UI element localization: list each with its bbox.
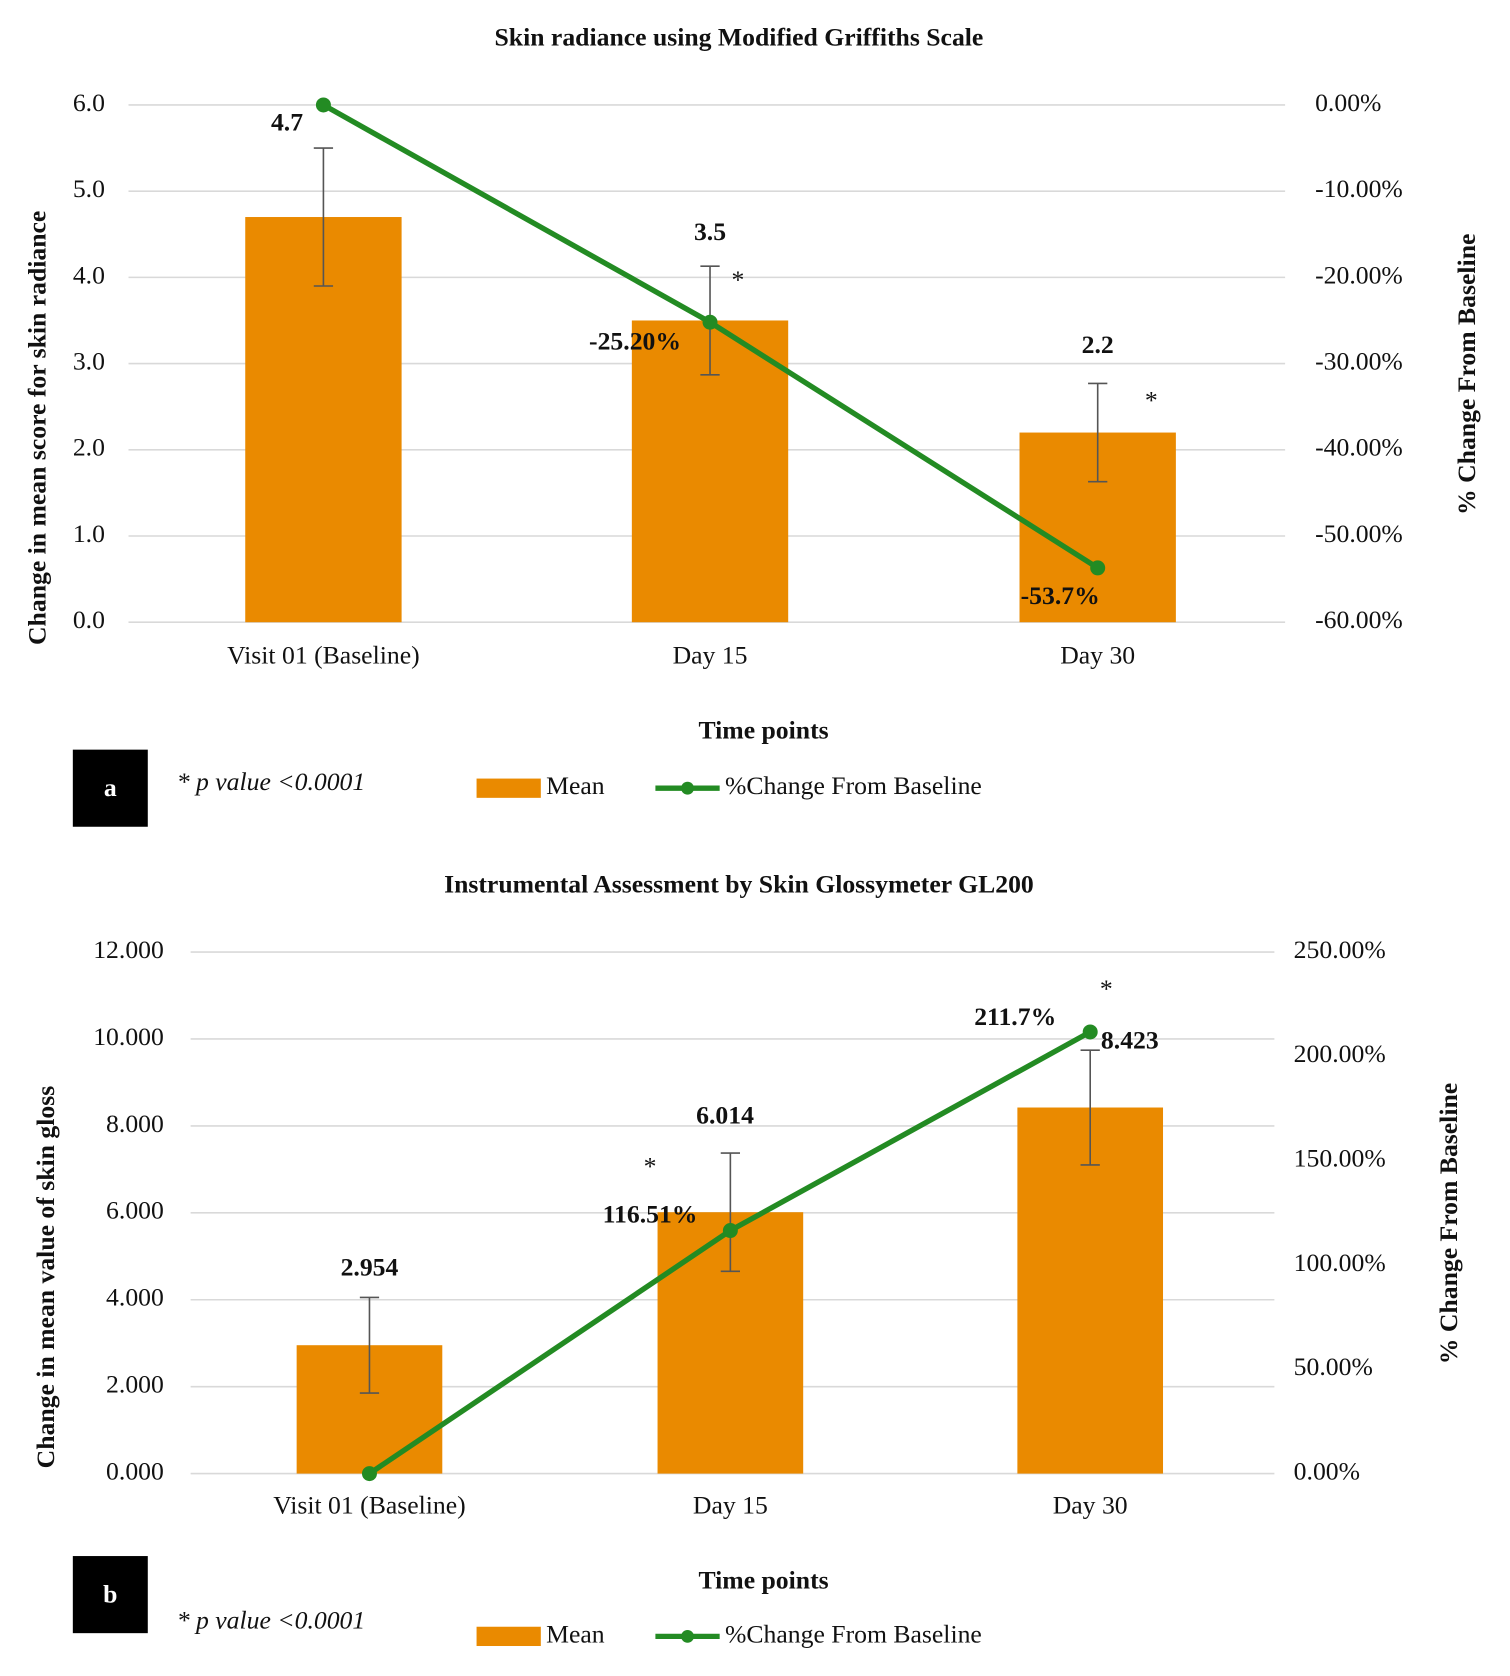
line-point	[1082, 1024, 1098, 1040]
data-label: 2.2	[1082, 330, 1114, 359]
y2-axis-title: % Change From Baseline	[1452, 234, 1481, 515]
legend-swatch	[476, 1626, 541, 1647]
legend-marker	[681, 1629, 694, 1643]
line-label: -25.20%	[589, 327, 681, 356]
data-label: 6.014	[696, 1101, 754, 1130]
y-tick-label: 6.000	[106, 1196, 164, 1225]
y2-tick-label: -10.00%	[1315, 174, 1403, 203]
line-point	[722, 1223, 738, 1239]
significance-mark: *	[1100, 974, 1113, 1003]
panel-box	[72, 1556, 148, 1634]
y-tick-label: 2.000	[106, 1370, 164, 1399]
x-axis-title: Time points	[698, 715, 828, 744]
note: * p value <0.0001	[177, 767, 366, 796]
significance-mark: *	[644, 1151, 657, 1180]
y2-tick-label: -60.00%	[1315, 605, 1403, 634]
y-tick-label: 0.0	[73, 605, 105, 634]
x-axis-title: Time points	[698, 1566, 828, 1595]
x-tick-label: Visit 01 (Baseline)	[227, 640, 420, 669]
y-tick-label: 2.0	[73, 433, 105, 462]
y2-tick-label: 150.00%	[1294, 1144, 1386, 1173]
note: * p value <0.0001	[177, 1605, 366, 1634]
y-tick-label: 1.0	[73, 519, 105, 548]
y-tick-label: 5.0	[73, 174, 105, 203]
line-label: 211.7%	[974, 1002, 1056, 1031]
bar	[1017, 1107, 1164, 1474]
error-bar	[313, 147, 334, 287]
line-point	[702, 314, 718, 330]
data-label: 4.7	[271, 107, 303, 136]
x-tick-label: Visit 01 (Baseline)	[273, 1491, 466, 1520]
y2-tick-label: 0.00%	[1315, 88, 1381, 117]
legend-swatch	[476, 778, 541, 798]
error-bar	[1080, 1049, 1100, 1166]
y-tick-label: 0.000	[106, 1456, 164, 1485]
line-label: -53.7%	[1021, 581, 1100, 610]
legend-label: %Change From Baseline	[725, 1619, 982, 1648]
y-tick-label: 6.0	[73, 88, 105, 117]
error-bar	[1088, 382, 1108, 483]
y2-tick-label: -30.00%	[1315, 346, 1403, 375]
chart-title: Instrumental Assessment by Skin Glossyme…	[444, 870, 1034, 899]
line-point	[361, 1466, 377, 1482]
x-tick-label: Day 30	[1060, 640, 1135, 669]
legend-label: %Change From Baseline	[725, 771, 982, 800]
error-bar	[359, 1296, 380, 1394]
x-tick-label: Day 30	[1053, 1491, 1128, 1520]
line-point	[315, 97, 331, 113]
legend-label: Mean	[546, 1619, 605, 1648]
y-tick-label: 4.000	[106, 1283, 164, 1312]
y-tick-label: 10.000	[93, 1022, 164, 1051]
chart-title: Skin radiance using Modified Griffiths S…	[495, 23, 984, 52]
x-tick-label: Day 15	[673, 640, 748, 669]
x-tick-label: Day 15	[693, 1491, 768, 1520]
y-tick-label: 4.0	[73, 260, 105, 289]
error-bar	[720, 1152, 741, 1273]
data-label: 8.423	[1101, 1026, 1159, 1055]
y-axis-title: Change in mean score for skin radiance	[23, 211, 52, 645]
chart: Instrumental Assessment by Skin Glossyme…	[31, 870, 1463, 1649]
significance-mark: *	[731, 265, 744, 294]
legend-label: Mean	[546, 771, 605, 800]
panel-label: a	[104, 773, 117, 802]
line-label: 116.51%	[603, 1200, 698, 1229]
y-tick-label: 12.000	[93, 935, 164, 964]
panel-box	[72, 749, 148, 827]
y2-axis-title: % Change From Baseline	[1434, 1083, 1463, 1364]
significance-mark: *	[1145, 386, 1158, 415]
y2-tick-label: 250.00%	[1294, 935, 1386, 964]
line-point	[1090, 560, 1106, 576]
y2-tick-label: 100.00%	[1294, 1248, 1386, 1277]
y2-tick-label: 50.00%	[1294, 1352, 1373, 1381]
y2-tick-label: -50.00%	[1315, 519, 1403, 548]
y2-tick-label: -40.00%	[1315, 433, 1403, 462]
y2-tick-label: 0.00%	[1294, 1456, 1360, 1485]
panel-label: b	[103, 1580, 117, 1609]
y2-tick-label: -20.00%	[1315, 260, 1403, 289]
legend-marker	[681, 781, 694, 795]
chart: Skin radiance using Modified Griffiths S…	[23, 23, 1481, 827]
y-tick-label: 3.0	[73, 346, 105, 375]
data-label: 3.5	[694, 217, 726, 246]
data-label: 2.954	[341, 1252, 399, 1281]
y-axis-title: Change in mean value of skin gloss	[31, 1086, 60, 1469]
y-tick-label: 8.000	[106, 1109, 164, 1138]
y2-tick-label: 200.00%	[1294, 1039, 1386, 1068]
